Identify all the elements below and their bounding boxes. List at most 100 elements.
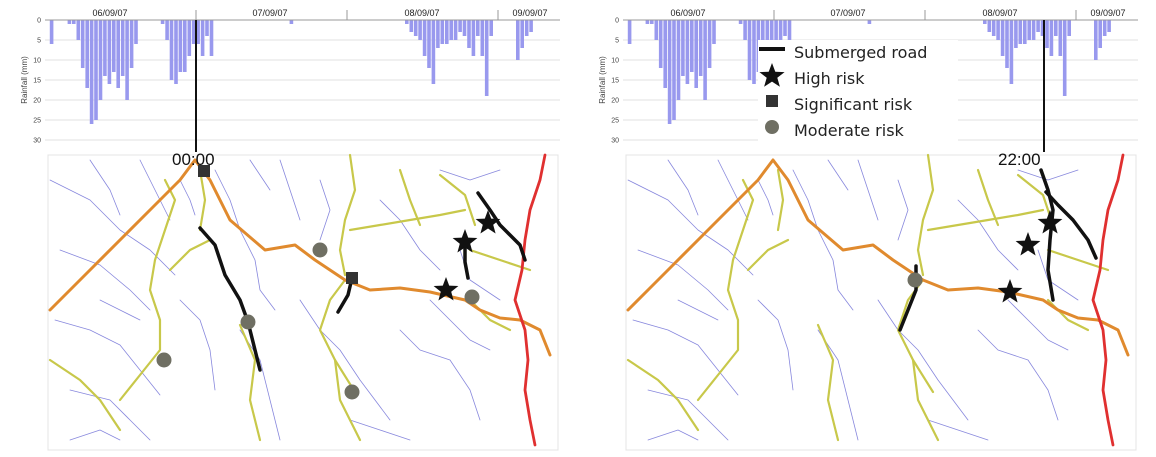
river	[89, 159, 121, 216]
river	[1007, 299, 1069, 351]
river	[627, 179, 754, 276]
rainfall-bar	[752, 20, 756, 84]
rainfall-bar	[160, 20, 165, 24]
submerged-road	[1044, 190, 1098, 260]
rainfall-bar	[196, 20, 200, 44]
rainfall-bar	[476, 20, 480, 36]
rainfall-bar	[169, 20, 174, 80]
rainfall-bar	[1049, 20, 1054, 56]
river	[139, 159, 171, 221]
rainfall-bar	[134, 20, 138, 44]
star-icon	[759, 63, 785, 87]
rainfall-bar	[698, 20, 703, 76]
date-label: 07/09/07	[252, 8, 287, 18]
rainfall-bar	[183, 20, 187, 72]
legend-label: Moderate risk	[794, 121, 904, 140]
rainfall-bar	[703, 20, 707, 100]
submerged-road	[463, 240, 470, 280]
minor-road	[468, 248, 532, 272]
rainfall-bar	[787, 20, 792, 56]
rainfall-bar	[529, 20, 533, 32]
minor-road	[626, 358, 700, 432]
rainfall-bar	[471, 20, 476, 56]
high-risk-marker	[475, 210, 501, 234]
rainfall-bar	[1067, 20, 1071, 36]
river	[757, 179, 774, 216]
major-road	[626, 158, 1130, 357]
rainfall-bar	[707, 20, 712, 68]
y-tick-label: 0	[615, 18, 619, 25]
rainfall-bar	[107, 20, 112, 84]
rainfall-bar	[1058, 20, 1063, 56]
river	[69, 429, 121, 441]
river	[319, 179, 331, 241]
rainfall-bar	[991, 20, 996, 36]
rainfall-bar	[431, 20, 436, 84]
time-label-left: 00:00	[172, 150, 215, 169]
rainfall-bar	[690, 20, 694, 72]
rainfall-bar	[645, 20, 650, 24]
legend-item-high-risk: High risk	[758, 63, 958, 92]
rainfall-bar	[1098, 20, 1102, 48]
high-risk-marker	[1015, 232, 1041, 256]
y-axis-title: Rainfall (mm)	[20, 56, 29, 104]
rainfall-bar	[422, 20, 427, 56]
rainfall-bar	[67, 20, 72, 24]
rainfall-bar	[85, 20, 89, 88]
rainfall-bar	[1054, 20, 1058, 36]
river	[1017, 169, 1079, 181]
river	[399, 329, 481, 421]
moderate-risk-marker	[907, 272, 923, 288]
river	[757, 299, 794, 391]
rainfall-bar	[520, 20, 524, 48]
rainfall-bar	[1009, 20, 1014, 84]
date-label: 06/09/07	[670, 8, 705, 18]
rainfall-bar	[200, 20, 205, 56]
minor-road	[1046, 248, 1110, 272]
legend-label: Submerged road	[794, 43, 928, 62]
rainfall-bar	[453, 20, 458, 40]
moderate-risk-marker	[156, 352, 172, 368]
rainfall-bar	[103, 20, 107, 76]
minor-road	[976, 168, 1000, 227]
rainfall-bar	[1045, 20, 1049, 48]
minor-road	[816, 323, 840, 442]
river	[99, 299, 141, 321]
rainfall-bar	[1027, 20, 1031, 40]
legend-item-moderate-risk: Moderate risk	[758, 118, 958, 144]
river	[69, 389, 151, 441]
rainfall-bar	[778, 20, 783, 56]
river	[279, 159, 301, 221]
rainfall-bar	[165, 20, 169, 40]
submerged-road	[476, 191, 527, 262]
rainfall-bar	[484, 20, 489, 96]
rainfall-bar	[467, 20, 471, 48]
rainfall-bar	[80, 20, 85, 68]
rainfall-bar	[1000, 20, 1005, 56]
rainfall-bar	[489, 20, 493, 36]
river	[49, 179, 176, 276]
rainfall-bar	[413, 20, 418, 36]
rainfall-bar	[178, 20, 183, 72]
rainfall-bar	[681, 20, 685, 76]
y-tick-label: 20	[611, 98, 619, 105]
legend-item-significant-risk: Significant risk	[758, 92, 958, 118]
rainfall-bar	[76, 20, 81, 40]
rainfall-bar	[783, 20, 787, 36]
rainfall-bar	[89, 20, 94, 124]
rainfall-bar	[1102, 20, 1107, 36]
rainfall-bar	[458, 20, 462, 32]
rainfall-bar	[436, 20, 440, 48]
map-legend: Submerged road High risk Significant ris…	[758, 40, 958, 144]
high-risk-marker	[997, 279, 1023, 303]
map-panel-right: 0 5 10 15 20 25 30 Rainfall (mm) 06/09/07 07/09/0…	[578, 0, 1156, 457]
high-risk-marker	[433, 277, 459, 301]
minor-road	[118, 178, 177, 402]
rainfall-bar	[712, 20, 716, 44]
date-label: 09/09/07	[512, 8, 547, 18]
rainfall-bar	[49, 20, 54, 44]
rainfall-bar	[658, 20, 663, 68]
y-axis-title: Rainfall (mm)	[598, 56, 607, 104]
rainfall-bar	[769, 20, 774, 44]
minor-road	[348, 208, 467, 232]
